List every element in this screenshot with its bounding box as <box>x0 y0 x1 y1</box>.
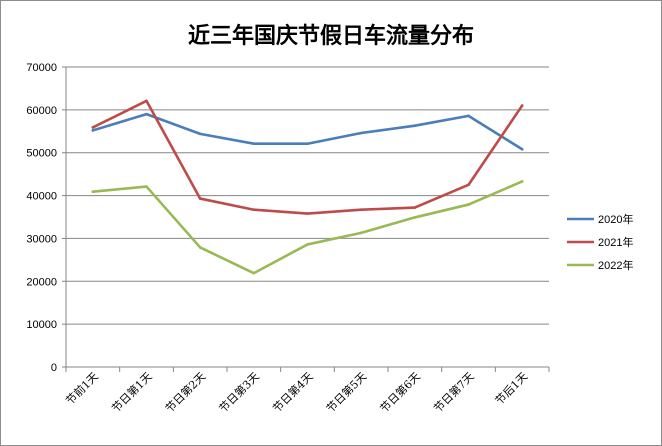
data-point <box>467 183 470 187</box>
x-tick-label: 节后1天 <box>493 370 530 407</box>
data-point <box>467 114 470 118</box>
data-point <box>198 132 202 136</box>
x-tick-label: 节日第3天 <box>216 369 262 415</box>
x-tick-label: 节日第6天 <box>377 369 423 415</box>
data-point <box>252 142 256 146</box>
x-tick-label: 节日第5天 <box>323 369 369 415</box>
y-tick-label: 20000 <box>26 276 57 288</box>
data-point <box>306 243 309 246</box>
y-tick-label: 70000 <box>26 62 57 74</box>
data-point <box>145 112 148 116</box>
x-tick-label: 节日第4天 <box>270 369 316 415</box>
data-point <box>413 216 417 219</box>
y-tick-label: 40000 <box>26 191 57 203</box>
y-tick-label: 60000 <box>26 105 57 117</box>
data-point <box>306 142 309 146</box>
data-point <box>145 99 148 103</box>
y-tick-label: 10000 <box>26 319 57 331</box>
data-point <box>413 124 417 128</box>
y-axis-ticks: 0 10000 20000 30000 40000 50000 60000 70000 <box>26 62 57 374</box>
data-point <box>198 246 202 249</box>
legend: 2020年 2021年 2022年 <box>567 212 633 272</box>
data-point <box>306 212 309 215</box>
axes <box>62 66 550 372</box>
data-point <box>359 131 363 135</box>
x-tick-label: 节前1天 <box>63 369 101 407</box>
y-tick-label: 30000 <box>26 233 57 245</box>
data-point <box>91 126 95 129</box>
legend-label: 2020年 <box>598 212 633 226</box>
data-point <box>467 203 470 206</box>
data-point <box>145 185 148 188</box>
series-lines <box>91 99 524 275</box>
data-point <box>252 208 256 212</box>
data-point <box>520 180 524 183</box>
x-tick-label: 节日第1天 <box>109 369 155 415</box>
data-point <box>520 147 524 151</box>
data-point <box>359 231 363 235</box>
data-point <box>91 129 95 132</box>
y-tick-label: 0 <box>51 362 57 374</box>
data-point <box>520 104 524 107</box>
legend-label: 2022年 <box>598 258 633 272</box>
y-tick-label: 50000 <box>26 148 57 160</box>
grid-lines <box>66 66 549 325</box>
x-tick-label: 节日第2天 <box>162 369 208 415</box>
data-point <box>198 197 202 200</box>
x-tick-label: 节日第7天 <box>431 369 477 415</box>
x-axis-ticks: 节前1天 节日第1天 节日第2天 节日第3天 节日第4天 节日第5天 节日第6天 节日第7天节… <box>63 369 531 415</box>
legend-label: 2021年 <box>598 235 633 249</box>
data-point <box>91 190 95 194</box>
data-point <box>413 206 417 209</box>
data-point <box>359 208 363 212</box>
chart-title: 近三年国庆节假日车流量分布 <box>188 23 474 49</box>
data-point <box>252 271 256 275</box>
